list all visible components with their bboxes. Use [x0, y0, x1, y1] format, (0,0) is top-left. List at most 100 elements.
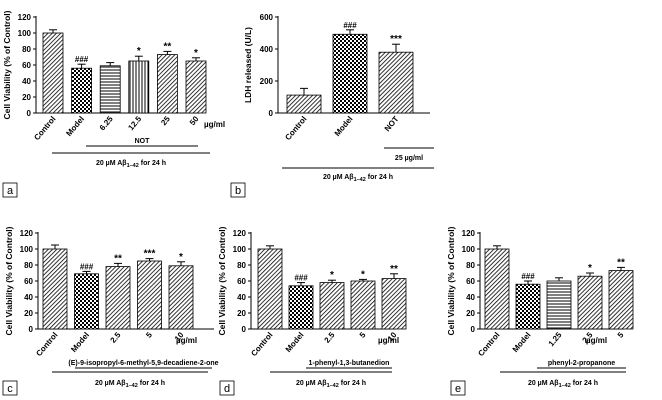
y-axis-label: LDH released (U/L) — [243, 27, 253, 103]
panel-label: b — [235, 185, 241, 197]
x-tick-label: 6.25 — [98, 114, 115, 132]
significance-label: * — [179, 252, 183, 263]
y-tick-label: 80 — [466, 261, 475, 270]
significance-label: ### — [80, 262, 94, 271]
y-axis-label: Cell Viability (% of Control) — [2, 10, 12, 119]
y-tick-label: 400 — [260, 45, 274, 54]
bar — [546, 280, 572, 330]
panel-label-box — [2, 380, 18, 396]
y-tick-label: 100 — [462, 245, 476, 254]
y-tick-label: 120 — [18, 13, 32, 22]
significance-label: * — [330, 270, 334, 281]
x-tick-label: Model — [284, 331, 306, 354]
y-tick-label: 20 — [466, 309, 475, 318]
x-tick-label: Model — [511, 331, 533, 354]
panel-e: 0 20 40 60 80 100 120 Cell Viability (% of Cont… — [446, 226, 634, 396]
group-label: (E)-9-isopropyl-6-methyl-5,9-decadiene-2… — [68, 360, 218, 367]
y-tick-label: 60 — [466, 277, 475, 286]
y-tick-label: 40 — [22, 77, 31, 86]
panel-label: e — [455, 383, 461, 395]
significance-label: *** — [144, 249, 156, 260]
unit-label: µg/ml — [204, 120, 225, 129]
group-label: phenyl-2-propanone — [548, 360, 615, 367]
y-tick-label: 40 — [466, 293, 475, 302]
significance-label: * — [588, 263, 592, 274]
bar — [137, 260, 162, 330]
y-tick-label: 40 — [24, 293, 33, 302]
panel-label: c — [7, 383, 13, 395]
bar — [42, 248, 68, 330]
x-tick-label: 12.5 — [126, 114, 143, 132]
y-tick-label: 60 — [237, 277, 246, 286]
x-tick-label: 2.5 — [322, 330, 336, 345]
bar — [350, 280, 376, 330]
x-tick-label: 5 — [616, 330, 626, 340]
y-tick-label: 80 — [24, 261, 33, 270]
y-tick-label: 40 — [237, 293, 246, 302]
panel-b: 0 200 400 600 LDH released (U/L) Control ### Mo… — [230, 13, 434, 198]
y-tick-label: 20 — [22, 93, 31, 102]
significance-label: * — [361, 269, 365, 280]
panel-d: 0 20 40 60 80 100 120 Cell Viability (% of Cont… — [217, 226, 407, 396]
x-tick-label: Control — [34, 331, 59, 359]
y-tick-label: 80 — [22, 45, 31, 54]
y-tick-label: 200 — [260, 77, 274, 86]
significance-label: ### — [294, 274, 308, 283]
group-label: NOT — [135, 138, 151, 145]
significance-label: ### — [343, 21, 357, 30]
x-tick-label: 5 — [358, 330, 368, 340]
condition-label: 20 µM Aβ1–42 for 24 h — [323, 174, 393, 183]
group-label: 1-phenyl-1,3-butanedion — [309, 360, 390, 367]
bar — [168, 265, 194, 330]
significance-label: ** — [390, 264, 398, 275]
panel-a: 0 20 40 60 80 100 120 Cell Viability (% of Cont… — [2, 10, 225, 198]
bar — [319, 282, 345, 330]
x-tick-label: 1.25 — [547, 330, 564, 348]
y-tick-label: 0 — [29, 325, 34, 334]
bar — [484, 248, 510, 330]
y-tick-label: 80 — [237, 261, 246, 270]
y-axis-label: Cell Viability (% of Control) — [217, 226, 227, 335]
unit-label: µg/ml — [586, 336, 607, 345]
x-tick-label: 50 — [188, 114, 201, 127]
x-tick-label: Model — [333, 115, 355, 138]
y-tick-label: 100 — [18, 29, 32, 38]
y-tick-label: 120 — [233, 229, 247, 238]
panel-label-box — [450, 380, 466, 396]
y-tick-label: 120 — [462, 229, 476, 238]
significance-label: ** — [164, 41, 172, 52]
condition-label: 20 µM Aβ1–42 for 24 h — [95, 380, 165, 389]
bar — [515, 283, 541, 330]
unit-label: µg/ml — [176, 336, 197, 345]
bar — [156, 54, 178, 114]
y-tick-label: 100 — [233, 245, 247, 254]
unit-label: µg/ml — [378, 336, 399, 345]
x-tick-label: Model — [69, 331, 91, 354]
bar — [257, 248, 283, 330]
significance-label: *** — [390, 34, 402, 45]
significance-label: ### — [75, 55, 89, 64]
x-tick-label: 5 — [144, 330, 154, 340]
x-tick-label: 25 — [159, 114, 172, 127]
panel-label: d — [224, 383, 230, 395]
bar — [577, 275, 603, 330]
x-tick-label: NOT — [383, 114, 401, 133]
bar — [99, 65, 121, 114]
significance-label: ** — [617, 257, 625, 268]
y-tick-label: 0 — [27, 109, 32, 118]
bar — [332, 33, 368, 114]
bar — [288, 285, 314, 330]
y-tick-label: 0 — [269, 109, 274, 118]
x-tick-label: Control — [283, 115, 308, 143]
x-tick-label: Control — [249, 331, 274, 359]
bar — [74, 273, 99, 330]
x-tick-label: 2.5 — [108, 330, 122, 345]
panel-c: 0 20 40 60 80 100 120 Cell Viability (% of Cont… — [2, 226, 219, 396]
condition-label: 20 µM Aβ1–42 for 24 h — [296, 380, 366, 389]
y-tick-label: 60 — [22, 61, 31, 70]
y-tick-label: 100 — [20, 245, 34, 254]
y-axis-label: Cell Viability (% of Control) — [4, 226, 14, 335]
y-tick-label: 120 — [20, 229, 34, 238]
condition-label: 20 µM Aβ1–42 for 24 h — [528, 380, 598, 389]
